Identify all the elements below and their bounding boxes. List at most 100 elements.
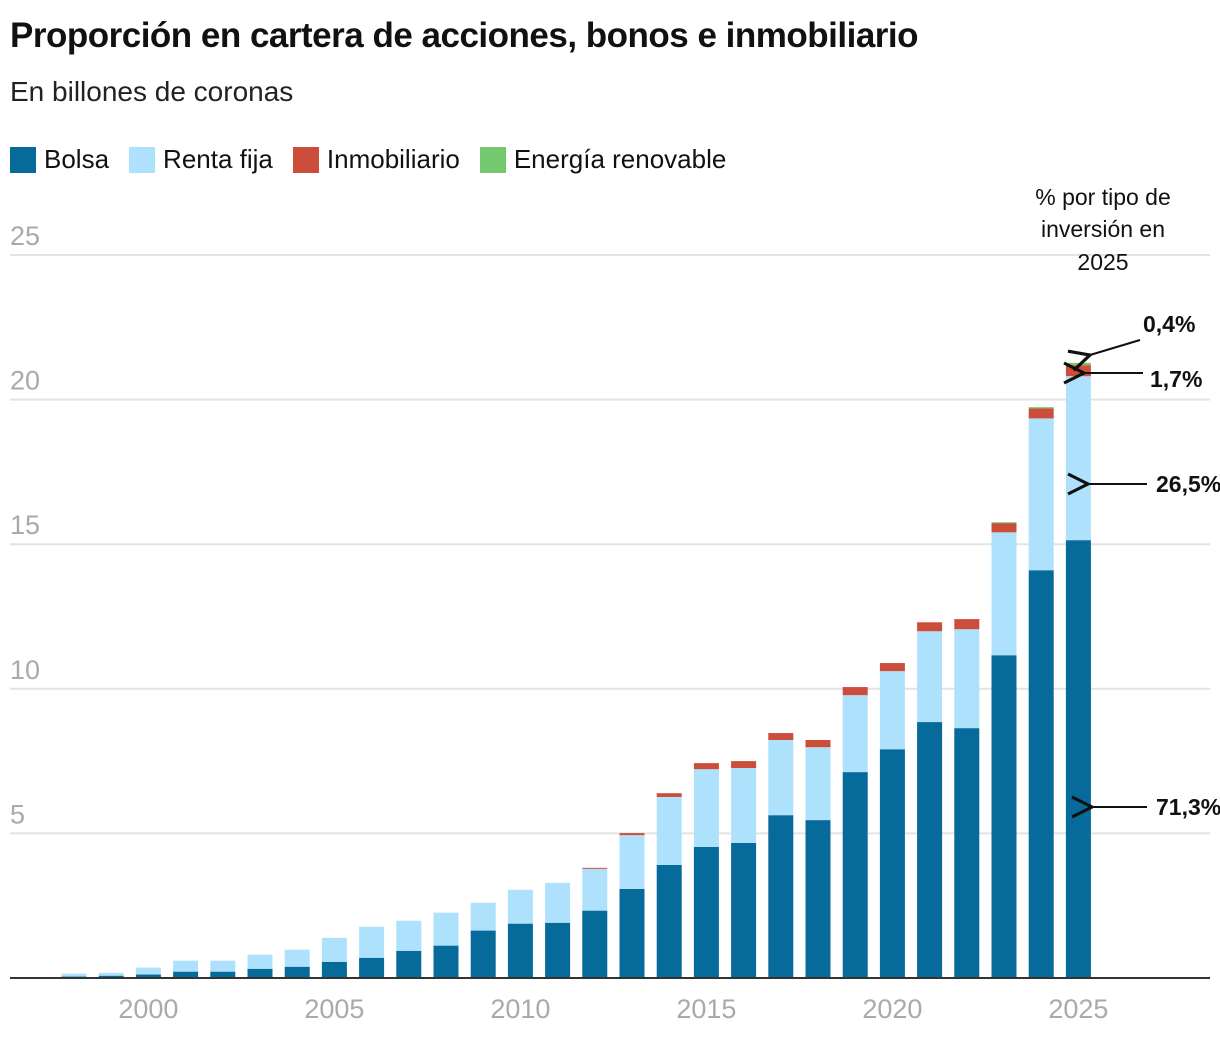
bar-inmobiliario-2013 bbox=[619, 833, 645, 836]
bar-bolsa-2017 bbox=[768, 815, 794, 978]
legend-label: Renta fija bbox=[163, 144, 273, 174]
bar-renta-fija-1998 bbox=[61, 973, 87, 977]
bar-renta-fija-2008 bbox=[433, 912, 459, 946]
bar-inmobiliario-2014 bbox=[656, 793, 682, 797]
x-tick-label: 2000 bbox=[118, 994, 178, 1024]
legend-swatch bbox=[292, 146, 319, 173]
bar-renta-fija-2022 bbox=[954, 629, 980, 729]
bar-renta-fija-2007 bbox=[396, 920, 422, 951]
bar-bolsa-2012 bbox=[582, 910, 608, 978]
annotation-energia: 0,4% bbox=[1143, 311, 1195, 337]
bar-inmobiliario-2019 bbox=[842, 687, 868, 696]
legend-label: Bolsa bbox=[44, 144, 110, 174]
bar-bolsa-2015 bbox=[693, 846, 719, 978]
bar-bolsa-2005 bbox=[321, 961, 347, 978]
bar-bolsa-2024 bbox=[1028, 570, 1054, 978]
bar-bolsa-2007 bbox=[396, 950, 422, 978]
y-tick-label: 5 bbox=[10, 799, 25, 829]
chart-subtitle: En billones de coronas bbox=[10, 76, 294, 107]
bar-bolsa-2000 bbox=[135, 974, 161, 978]
bar-inmobiliario-2021 bbox=[917, 622, 943, 632]
bar-bolsa-2025 bbox=[1065, 540, 1091, 978]
bar-inmobiliario-2025 bbox=[1065, 365, 1091, 377]
bar-renta-fija-2004 bbox=[284, 949, 310, 967]
bar-renta-fija-2017 bbox=[768, 739, 794, 816]
legend-label: Inmobiliario bbox=[326, 144, 460, 174]
legend-swatch bbox=[479, 146, 506, 173]
y-tick-label: 15 bbox=[10, 510, 40, 540]
bar-bolsa-2010 bbox=[507, 923, 533, 978]
bar-bolsa-2013 bbox=[619, 888, 645, 978]
bar-renta-fija-2001 bbox=[173, 960, 199, 972]
x-tick-label: 2010 bbox=[490, 994, 550, 1024]
bar-renta-fija-2023 bbox=[991, 532, 1017, 656]
y-tick-label: 10 bbox=[10, 655, 40, 685]
bar-bolsa-2001 bbox=[173, 971, 199, 978]
bar-inmobiliario-2023 bbox=[991, 523, 1017, 533]
bar-bolsa-2018 bbox=[805, 820, 831, 978]
bar-bolsa-2002 bbox=[210, 971, 236, 978]
bar-bolsa-1999 bbox=[98, 975, 124, 978]
bar-bolsa-2003 bbox=[247, 968, 273, 978]
bar-renta-fija-2019 bbox=[842, 695, 868, 773]
annotation-bolsa: 71,3% bbox=[1156, 794, 1220, 820]
bar-renta-fija-2021 bbox=[917, 631, 943, 723]
bar-renta-fija-2013 bbox=[619, 835, 645, 889]
bar-renta-fija-2010 bbox=[507, 889, 533, 924]
bar-bolsa-2011 bbox=[545, 922, 571, 978]
annotation-header-line: 2025 bbox=[1077, 249, 1128, 275]
bar-bolsa-2023 bbox=[991, 655, 1017, 978]
bar-inmobiliario-2016 bbox=[731, 761, 757, 769]
bar-energía-renovable-2023 bbox=[991, 522, 1017, 524]
bar-renta-fija-2012 bbox=[582, 868, 608, 911]
legend-label: Energía renovable bbox=[513, 144, 727, 174]
annotation-header-line: inversión en bbox=[1041, 216, 1165, 242]
bar-bolsa-2022 bbox=[954, 728, 980, 978]
bar-inmobiliario-2020 bbox=[879, 663, 905, 672]
x-tick-label: 2025 bbox=[1048, 994, 1108, 1024]
x-tick-label: 2020 bbox=[862, 994, 922, 1024]
bar-renta-fija-2014 bbox=[656, 796, 682, 865]
bar-renta-fija-2005 bbox=[321, 937, 347, 962]
bar-inmobiliario-2018 bbox=[805, 739, 831, 748]
chart-title: Proporción en cartera de acciones, bonos… bbox=[10, 16, 919, 55]
annotation-header-line: % por tipo de bbox=[1035, 184, 1171, 210]
bar-renta-fija-2002 bbox=[210, 960, 236, 972]
bar-bolsa-2006 bbox=[359, 957, 385, 978]
bar-energía-renovable-2024 bbox=[1028, 407, 1054, 409]
bar-inmobiliario-2024 bbox=[1028, 408, 1054, 419]
annotation-renta-fija: 26,5% bbox=[1156, 471, 1220, 497]
bar-renta-fija-2003 bbox=[247, 954, 273, 969]
bar-bolsa-2016 bbox=[731, 842, 757, 978]
legend-swatch bbox=[129, 146, 156, 173]
bar-renta-fija-2018 bbox=[805, 747, 831, 821]
bar-renta-fija-2025 bbox=[1065, 376, 1091, 541]
bar-inmobiliario-2022 bbox=[954, 619, 980, 630]
annotation-inmobiliario: 1,7% bbox=[1150, 366, 1202, 392]
bar-bolsa-2004 bbox=[284, 966, 310, 978]
bar-renta-fija-2011 bbox=[545, 882, 571, 923]
annotation-arrow-energia bbox=[1090, 339, 1141, 355]
legend-item-renta-fija: Renta fija bbox=[129, 144, 273, 175]
bar-bolsa-2020 bbox=[879, 749, 905, 978]
bar-bolsa-2008 bbox=[433, 945, 459, 978]
bar-renta-fija-2024 bbox=[1028, 418, 1054, 571]
bar-renta-fija-1999 bbox=[98, 972, 124, 976]
legend-item-energia: Energía renovable bbox=[479, 144, 727, 175]
bar-inmobiliario-2017 bbox=[768, 733, 794, 740]
y-tick-label: 25 bbox=[10, 221, 40, 251]
bar-renta-fija-2016 bbox=[731, 768, 757, 843]
bar-energía-renovable-2025 bbox=[1065, 362, 1091, 366]
legend-item-inmobiliario: Inmobiliario bbox=[292, 144, 460, 175]
legend-swatch bbox=[10, 146, 36, 173]
x-tick-label: 2005 bbox=[304, 994, 364, 1024]
bar-bolsa-2019 bbox=[842, 772, 868, 978]
bar-inmobiliario-2012 bbox=[582, 867, 608, 869]
bar-renta-fija-2006 bbox=[359, 926, 385, 958]
bar-bolsa-2009 bbox=[470, 930, 496, 978]
y-tick-label: 20 bbox=[10, 366, 40, 396]
x-tick-label: 2015 bbox=[676, 994, 736, 1024]
bar-renta-fija-2020 bbox=[879, 671, 905, 750]
legend: Bolsa Renta fija Inmobiliario Energía re… bbox=[10, 144, 726, 175]
